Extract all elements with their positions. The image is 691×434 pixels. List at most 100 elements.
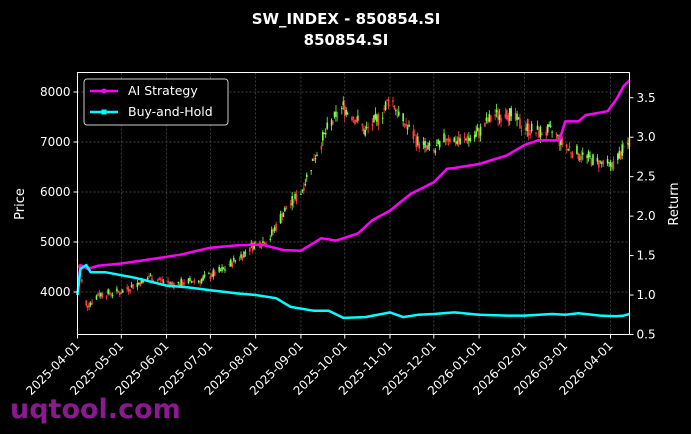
candle-body — [108, 292, 111, 294]
candle-body — [187, 278, 190, 283]
candle-body — [517, 117, 520, 120]
candle-body — [570, 152, 572, 154]
candle-body — [272, 229, 274, 232]
candle-body — [555, 133, 558, 135]
return-lines — [76, 79, 631, 320]
candle-body — [580, 155, 583, 160]
candle-body — [489, 115, 492, 122]
candle-body — [484, 122, 486, 127]
candle-body — [89, 302, 92, 306]
candle-body — [333, 111, 336, 117]
candle-body — [240, 254, 242, 258]
candle-body — [520, 130, 523, 132]
candle-body — [412, 130, 415, 140]
legend-marker-buy-and-hold — [101, 109, 107, 115]
candle-body — [381, 117, 384, 119]
candle-body — [415, 136, 418, 148]
candle-body — [516, 113, 518, 121]
candle-body — [234, 260, 237, 262]
y-axis-right-label: Return — [667, 182, 682, 225]
candle-body — [127, 288, 130, 292]
candle-body — [322, 132, 324, 141]
y-axis-left-label: Price — [13, 188, 28, 220]
candle-body — [101, 293, 104, 298]
series-line-buy-and-hold — [76, 263, 630, 320]
series-line-ai-strategy — [76, 79, 631, 296]
candle-body — [443, 133, 445, 143]
x-axis: 2025-04-012025-05-012025-06-012025-07-01… — [23, 334, 616, 398]
candle-body — [364, 129, 366, 136]
candle-body — [181, 282, 184, 286]
candle-body — [224, 269, 226, 271]
candle-body — [313, 159, 315, 161]
candle-body — [310, 170, 312, 172]
candle-body — [485, 117, 488, 122]
candle-body — [86, 305, 89, 309]
candle-body — [468, 137, 470, 141]
candle-body — [275, 224, 277, 231]
candle-body — [587, 151, 590, 158]
candle-body — [434, 150, 437, 153]
candle-body — [304, 183, 307, 186]
candle-body — [536, 125, 539, 130]
candle-body — [294, 193, 296, 199]
legend-marker-ai-strategy — [101, 88, 107, 94]
candle-body — [397, 111, 400, 116]
candle-body — [487, 118, 489, 123]
candle-body — [367, 127, 369, 129]
candle-body — [383, 108, 385, 110]
candle-body — [199, 282, 201, 284]
candle-body — [222, 268, 225, 270]
candle-body — [190, 281, 193, 283]
candle-body — [402, 113, 404, 122]
candle-body — [376, 115, 378, 122]
candle-body — [243, 251, 245, 258]
candle-body — [395, 110, 397, 112]
candle-body — [545, 131, 548, 136]
legend-label-ai-strategy: AI Strategy — [128, 83, 198, 98]
candle-body — [251, 242, 254, 251]
candle-body — [351, 116, 353, 121]
candle-body — [546, 124, 549, 133]
candle-body — [320, 145, 323, 150]
candle-body — [609, 162, 612, 167]
candle-body — [136, 282, 139, 288]
candle-body — [91, 302, 93, 304]
candle-body — [117, 290, 120, 292]
candle-body — [352, 117, 355, 119]
candle-body — [541, 133, 543, 136]
candle-body — [232, 257, 235, 261]
candle-body — [291, 196, 293, 206]
y-right-tick-label: 1.0 — [637, 288, 656, 302]
y-left-tick-label: 6000 — [40, 185, 71, 199]
candle-body — [289, 203, 292, 205]
candle-body — [622, 146, 625, 148]
candle-body — [167, 280, 169, 283]
candle-body — [373, 115, 375, 123]
candle-body — [265, 242, 267, 245]
candle-body — [422, 141, 425, 145]
candle-body — [384, 101, 387, 111]
candle-body — [459, 138, 461, 145]
candle-body — [85, 300, 88, 306]
candle-body — [529, 133, 531, 136]
candle-body — [208, 273, 210, 275]
watermark: uqtool.com — [10, 394, 181, 425]
candle-body — [362, 128, 365, 134]
candle-body — [438, 140, 441, 148]
candle-body — [498, 115, 501, 121]
candle-body — [392, 100, 394, 102]
legend-box — [83, 78, 229, 126]
candle-body — [494, 114, 496, 117]
candle-body — [326, 122, 329, 129]
candle-body — [504, 114, 507, 118]
candle-body — [323, 132, 326, 134]
candle-body — [270, 229, 273, 236]
candle-body — [281, 213, 283, 220]
candle-body — [330, 120, 333, 126]
candle-body — [230, 259, 232, 267]
candle-body — [525, 127, 527, 131]
candle-body — [162, 281, 165, 283]
candle-body — [98, 292, 101, 297]
